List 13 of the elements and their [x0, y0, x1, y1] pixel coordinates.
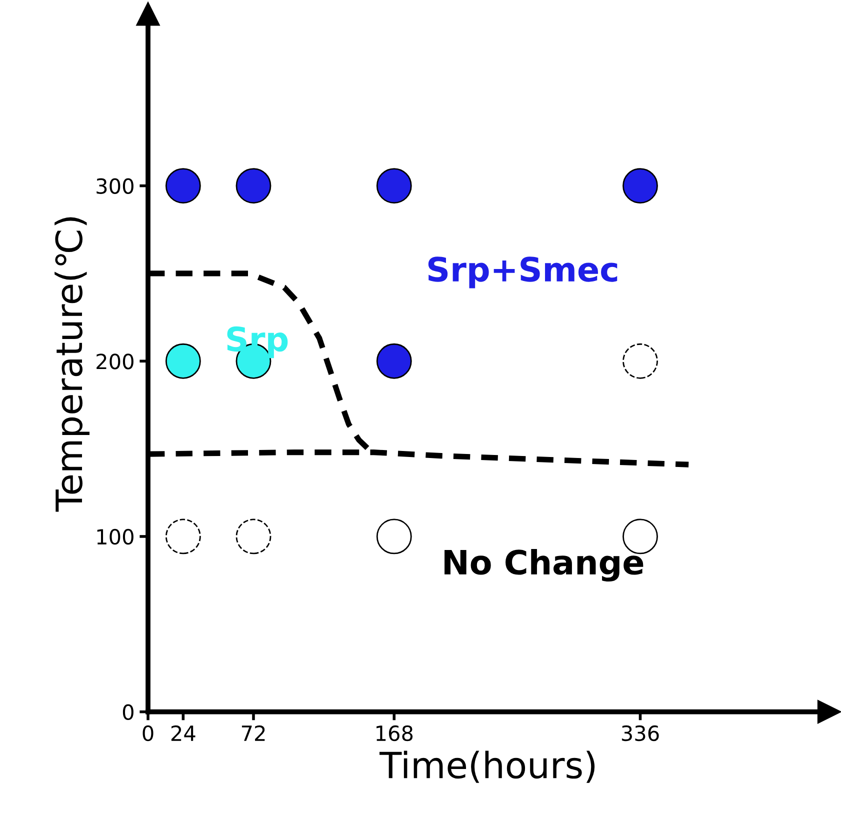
y-tick-label: 100 — [97, 528, 134, 545]
annotation: Srp+Smec — [428, 256, 618, 288]
annotation: No Change — [444, 549, 644, 582]
x-tick-label: 0 — [142, 725, 154, 742]
y-tick-label: 200 — [96, 354, 134, 370]
x-axis-title: Time(hours) — [379, 750, 595, 783]
x-tick-label: 24 — [171, 725, 196, 741]
y-tick-label: 300 — [96, 178, 134, 194]
y-tick-label: 0 — [122, 704, 134, 720]
y-axis-title: Temperature(℃) — [54, 217, 90, 512]
x-tick-label: 336 — [622, 725, 659, 742]
x-tick-label: 168 — [376, 725, 413, 742]
x-tick-label: 72 — [242, 725, 265, 741]
